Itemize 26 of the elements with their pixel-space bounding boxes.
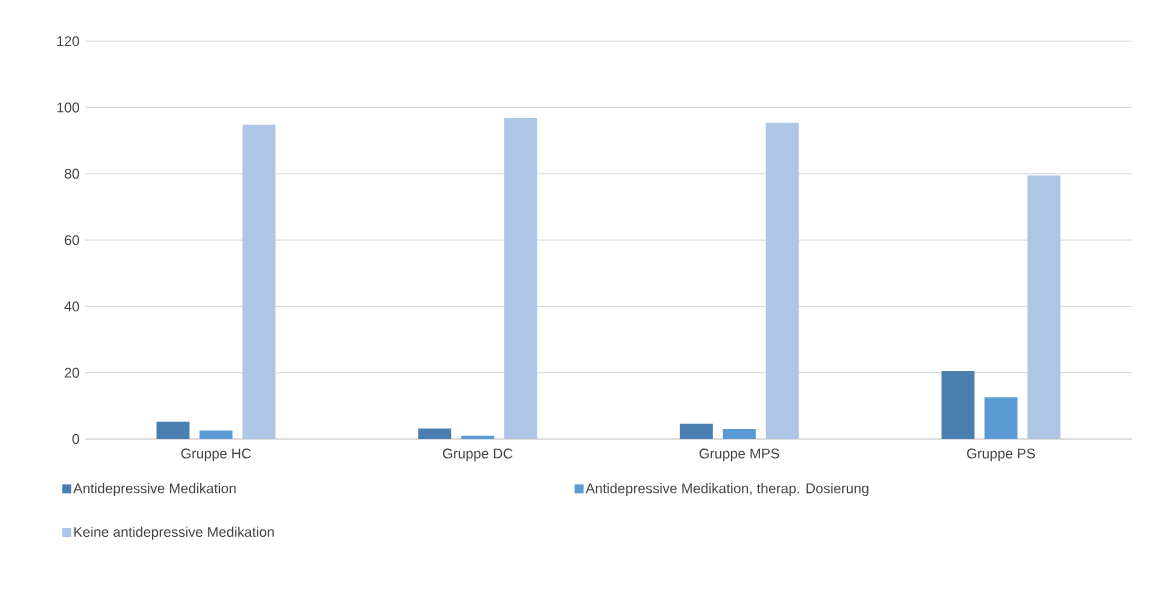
bar	[679, 423, 713, 439]
x-tick-label: Gruppe DC	[442, 448, 513, 462]
x-tick-label: Gruppe MPS	[699, 448, 780, 462]
x-tick-label: Gruppe HC	[181, 448, 251, 462]
y-tick-label: 20	[64, 367, 80, 378]
bar	[156, 421, 190, 439]
bar	[765, 122, 799, 439]
x-tick-label: Gruppe PS	[967, 448, 1035, 462]
bar	[504, 118, 538, 439]
bar	[984, 397, 1018, 439]
bar	[1027, 175, 1061, 439]
y-tick-label: 0	[72, 433, 80, 444]
y-tick-label: 80	[64, 168, 80, 179]
legend-label: Antidepressive Medikation, therap. Dosierung	[585, 482, 869, 496]
bar	[941, 370, 975, 439]
y-tick-label: 40	[64, 301, 80, 312]
y-tick-label: 100	[57, 102, 80, 113]
bar	[461, 435, 495, 439]
legend-label: Antidepressive Medikation	[73, 482, 236, 496]
bar	[199, 430, 233, 439]
bar	[418, 428, 452, 439]
y-tick-label: 60	[64, 235, 80, 245]
bar	[722, 429, 756, 439]
y-tick-label: 120	[57, 36, 80, 47]
bar	[242, 124, 276, 439]
legend-label: Keine antidepressive Medikation	[74, 526, 274, 540]
